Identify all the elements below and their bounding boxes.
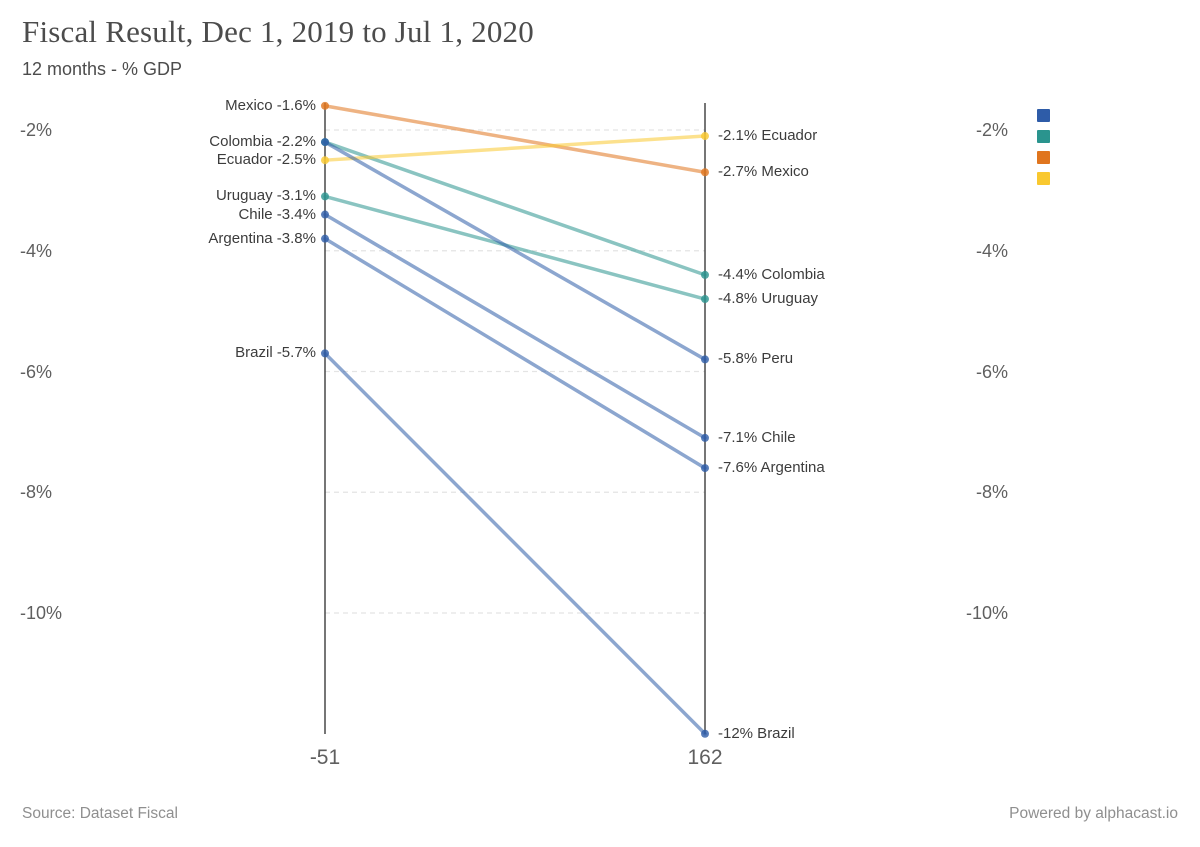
xtick--51: -51 [309,746,341,769]
ytick-right--8%: -8% [975,482,1008,503]
series-point-left-brazil[interactable] [321,349,329,358]
legend-swatch-2[interactable] [1037,130,1050,143]
series-point-left-argentina[interactable] [321,234,329,243]
series-line-colombia[interactable] [323,140,707,277]
chart-title: Fiscal Result, Dec 1, 2019 to Jul 1, 202… [22,14,534,49]
series-point-right-mexico[interactable] [701,168,709,177]
chart-subtitle: 12 months - % GDP [22,59,183,79]
legend-swatch-1[interactable] [1037,109,1050,122]
right-label-mexico: -2.7% Mexico [718,163,809,181]
series-point-right-argentina[interactable] [701,464,709,473]
powered-by-link[interactable]: Powered by alphacast.io [1009,805,1178,822]
legend-swatch-3[interactable] [1037,151,1050,164]
legend-swatch-4[interactable] [1037,172,1050,185]
series-line-brazil[interactable] [323,351,707,736]
right-label-ecuador: -2.1% Ecuador [718,127,818,145]
series-point-right-peru[interactable] [701,355,709,364]
ytick-left--2%: -2% [20,120,53,140]
right-label-chile: -7.1% Chile [718,428,796,446]
left-label-ecuador: Ecuador -2.5% [216,151,316,169]
series-point-left-uruguay[interactable] [321,192,329,201]
ytick-left--8%: -8% [20,482,53,503]
ytick-right--10%: -10% [965,603,1008,623]
source-note: Source: Dataset Fiscal [22,805,178,822]
series-line-uruguay[interactable] [323,194,707,301]
series-point-right-chile[interactable] [701,433,709,442]
right-label-colombia: -4.4% Colombia [718,265,825,283]
left-label-brazil: Brazil -5.7% [235,344,316,362]
right-label-brazil: -12% Brazil [718,724,795,742]
series-line-mexico[interactable] [323,104,707,175]
xtick-162: 162 [687,746,723,769]
ytick-left--4%: -4% [20,240,53,261]
right-label-uruguay: -4.8% Uruguay [718,290,819,308]
series-point-left-chile[interactable] [321,210,329,219]
ytick-right--2%: -2% [975,120,1008,140]
ytick-right--6%: -6% [975,361,1008,382]
series-line-peru[interactable] [323,140,707,362]
series-point-left-mexico[interactable] [321,101,329,110]
right-label-argentina: -7.6% Argentina [718,459,825,477]
chart-legend [1037,109,1050,185]
series-line-ecuador[interactable] [323,134,707,162]
series-point-right-uruguay[interactable] [701,295,709,304]
series-line-argentina[interactable] [323,236,707,470]
series-point-left-peru[interactable] [321,138,329,147]
series-point-left-ecuador[interactable] [321,156,329,165]
series-point-right-colombia[interactable] [701,270,709,279]
left-label-colombia: Colombia -2.2% [209,133,316,151]
ytick-left--10%: -10% [20,603,63,623]
ytick-left--6%: -6% [20,361,53,382]
left-label-argentina: Argentina -3.8% [208,229,316,247]
left-label-chile: Chile -3.4% [238,205,316,223]
left-label-uruguay: Uruguay -3.1% [215,187,316,205]
series-point-right-ecuador[interactable] [701,132,709,141]
left-label-mexico: Mexico -1.6% [225,96,316,114]
series-point-right-brazil[interactable] [701,729,709,738]
series-line-chile[interactable] [323,212,707,440]
ytick-right--4%: -4% [975,240,1008,261]
right-label-peru: -5.8% Peru [718,350,794,368]
